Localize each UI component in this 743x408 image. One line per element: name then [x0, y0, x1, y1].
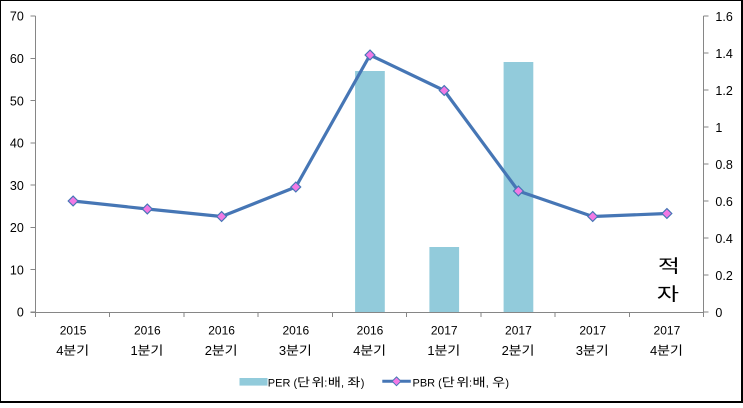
svg-text:4: 4 [650, 343, 657, 358]
svg-text:2016: 2016 [134, 324, 161, 338]
svg-text:): ) [505, 377, 509, 389]
svg-text:2: 2 [205, 343, 212, 358]
svg-text:4: 4 [56, 343, 63, 358]
svg-text:2017: 2017 [505, 324, 532, 338]
svg-text:0.8: 0.8 [715, 158, 732, 172]
svg-text:,: , [486, 377, 492, 389]
svg-text:2017: 2017 [431, 324, 458, 338]
svg-text:1.6: 1.6 [715, 10, 732, 24]
svg-text:): ) [361, 377, 365, 389]
svg-text:3: 3 [279, 343, 286, 358]
svg-text:0.4: 0.4 [715, 232, 732, 246]
svg-text::: : [324, 377, 327, 389]
svg-text:20: 20 [10, 221, 24, 235]
svg-text:40: 40 [10, 137, 24, 151]
svg-text:PER (: PER ( [268, 377, 298, 389]
svg-text:4: 4 [353, 343, 360, 358]
svg-text:2: 2 [502, 343, 509, 358]
svg-text:2017: 2017 [579, 324, 606, 338]
svg-text:0: 0 [715, 306, 722, 320]
svg-text:2016: 2016 [357, 324, 384, 338]
svg-text::: : [469, 377, 472, 389]
svg-text:1.4: 1.4 [715, 47, 732, 61]
svg-text:1: 1 [427, 343, 434, 358]
svg-text:1: 1 [131, 343, 138, 358]
svg-text:3: 3 [576, 343, 583, 358]
svg-text:2016: 2016 [208, 324, 235, 338]
svg-text:0: 0 [17, 306, 24, 320]
svg-text:2016: 2016 [282, 324, 309, 338]
svg-text:50: 50 [10, 94, 24, 108]
svg-text:2017: 2017 [654, 324, 681, 338]
svg-text:1.2: 1.2 [715, 84, 732, 98]
svg-text:30: 30 [10, 179, 24, 193]
svg-text:10: 10 [10, 263, 24, 277]
svg-text:0.2: 0.2 [715, 269, 732, 283]
svg-text:2015: 2015 [60, 324, 87, 338]
svg-text:PBR (: PBR ( [413, 377, 443, 389]
svg-text:60: 60 [10, 52, 24, 66]
svg-text:,: , [341, 377, 347, 389]
svg-text:70: 70 [10, 10, 24, 24]
svg-text:0.6: 0.6 [715, 195, 732, 209]
svg-text:1: 1 [715, 121, 722, 135]
